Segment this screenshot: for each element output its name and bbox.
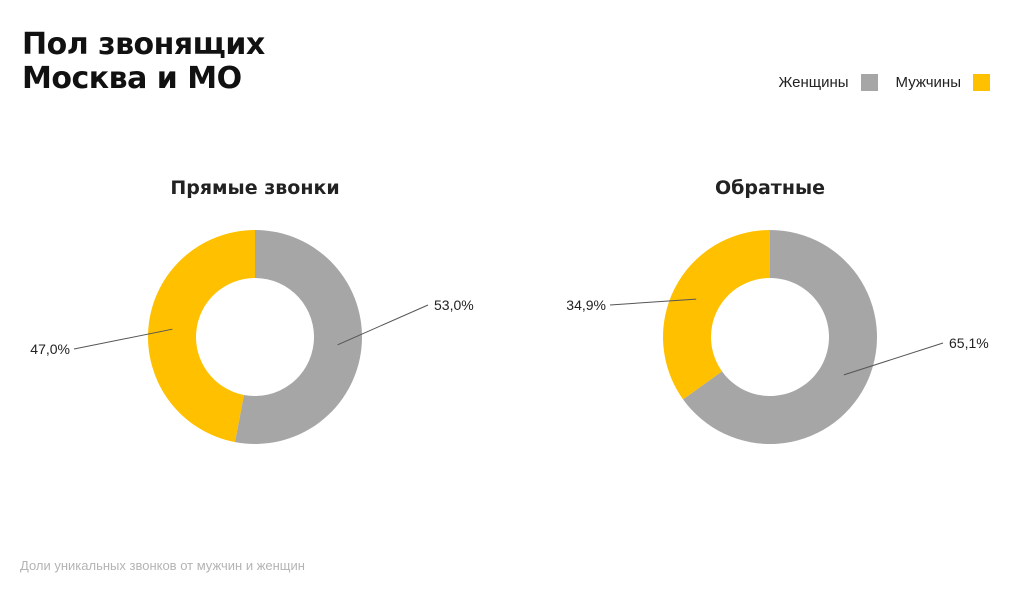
legend-label-women: Женщины	[778, 74, 849, 91]
slice-callbacks-men	[663, 230, 770, 400]
chart-callbacks: Обратные 65,1% 34,9%	[566, 177, 989, 444]
page-title: Пол звонящих Москва и МО	[22, 28, 265, 96]
title-line-1: Пол звонящих	[22, 27, 265, 62]
chart-title-callbacks: Обратные	[715, 177, 825, 199]
data-label-direct-calls-women: 53,0%	[434, 297, 474, 313]
footnote: Доли уникальных звонков от мужчин и женщ…	[20, 558, 305, 573]
leader-line-callbacks-men	[609, 298, 697, 306]
leader-line-callbacks-women	[843, 342, 944, 376]
chart-slices-callbacks: 65,1% 34,9%	[566, 230, 989, 444]
title-line-2: Москва и МО	[22, 61, 242, 96]
legend-label-men: Мужчины	[895, 74, 961, 91]
chart-direct-calls: Прямые звонки 53,0% 47,0%	[30, 177, 474, 444]
legend-item-men: Мужчины	[896, 74, 990, 91]
chart-slices-direct-calls: 53,0% 47,0%	[30, 230, 474, 444]
legend-swatch-men	[973, 74, 990, 91]
slice-direct-calls-women	[234, 230, 363, 444]
legend-swatch-women	[860, 74, 878, 91]
slice-direct-calls-men	[148, 230, 255, 443]
leader-line-direct-calls-women	[337, 304, 429, 346]
slice-callbacks-women	[683, 230, 877, 444]
data-label-callbacks-men: 34,9%	[566, 297, 606, 313]
legend-item-women: Женщины	[778, 74, 878, 91]
chart-title-direct-calls: Прямые звонки	[170, 177, 339, 199]
legend: Женщины Мужчины	[778, 74, 990, 91]
data-label-callbacks-women: 65,1%	[949, 335, 989, 351]
data-label-direct-calls-men: 47,0%	[30, 341, 70, 357]
leader-line-direct-calls-men	[73, 328, 173, 350]
